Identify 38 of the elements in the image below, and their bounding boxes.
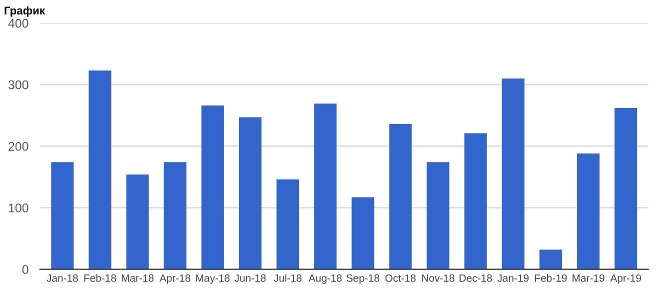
bar — [238, 117, 262, 270]
chart-title: График — [4, 6, 45, 17]
bar — [502, 78, 524, 270]
bar — [464, 133, 487, 270]
y-tick-label: 200 — [8, 142, 28, 151]
bar — [577, 154, 600, 270]
y-tick-label: 300 — [8, 80, 28, 90]
bar — [276, 179, 300, 270]
x-tick-label: Oct-18 — [385, 274, 416, 282]
bar — [389, 124, 412, 270]
bar — [164, 162, 186, 270]
bar — [314, 104, 337, 270]
x-tick-label: Jul-18 — [274, 274, 302, 282]
bar — [614, 108, 638, 270]
x-tick-label: Apr-19 — [610, 274, 641, 284]
x-tick-label: Jan-18 — [46, 274, 78, 282]
x-tick-label: May-18 — [196, 274, 230, 284]
bar — [201, 106, 224, 270]
x-tick-label: Mar-19 — [572, 274, 604, 282]
bar — [352, 197, 374, 270]
x-tick-label: Feb-18 — [84, 274, 116, 282]
bar — [88, 70, 112, 270]
x-tick-label: Mar-18 — [122, 274, 154, 282]
x-tick-label: Aug-18 — [308, 274, 342, 284]
x-tick-label: Sep-18 — [346, 274, 380, 284]
bar — [51, 162, 74, 270]
y-tick-label: 0 — [22, 265, 28, 274]
bar — [126, 174, 149, 270]
x-tick-label: Jan-19 — [497, 274, 529, 282]
x-tick-label: Apr-18 — [160, 274, 190, 284]
y-tick-label: 100 — [8, 204, 28, 212]
y-tick-label: 400 — [8, 18, 28, 28]
x-tick-label: Jun-18 — [234, 274, 266, 282]
x-tick-label: Dec-18 — [460, 274, 492, 282]
bar — [426, 162, 450, 270]
x-tick-label: Nov-18 — [422, 274, 454, 282]
x-tick-label: Feb-19 — [535, 274, 567, 282]
bar — [539, 250, 562, 270]
